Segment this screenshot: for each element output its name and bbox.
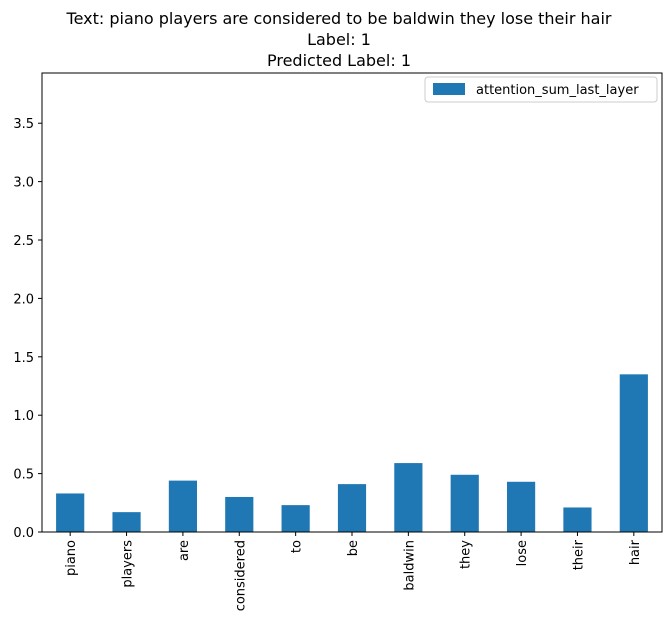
x-tick-label: they xyxy=(459,540,474,569)
x-axis: piano players are considered to be baldwin they… xyxy=(64,532,643,611)
bar-lose xyxy=(507,481,536,532)
x-tick-label: their xyxy=(571,539,586,570)
legend-box xyxy=(424,76,658,103)
plot-frame xyxy=(41,72,663,533)
y-tick-label: 3.0 xyxy=(13,176,34,191)
y-tick-label: 1.0 xyxy=(13,409,34,424)
x-tick-label: considered xyxy=(233,540,248,611)
y-axis: 0.0 0.5 1.0 1.5 2.0 2.5 3.0 3.5 xyxy=(13,117,42,541)
x-tick-label: to xyxy=(290,540,305,553)
legend-label: attention_sum_last_layer xyxy=(476,83,639,98)
y-tick-label: 3.5 xyxy=(13,117,34,132)
y-tick-label: 0.0 xyxy=(13,526,34,541)
legend-swatch xyxy=(433,83,465,95)
bar-baldwin xyxy=(394,463,423,532)
title-line-predicted-label: Predicted Label: 1 xyxy=(267,51,411,70)
y-tick-label: 2.0 xyxy=(13,292,34,307)
x-tick-label: are xyxy=(177,540,192,561)
x-tick-label: be xyxy=(346,540,361,556)
title-line-text: Text: piano players are considered to be… xyxy=(66,9,612,28)
bar-piano xyxy=(56,493,85,532)
bar-are xyxy=(168,480,197,532)
legend: attention_sum_last_layer xyxy=(424,76,658,103)
bar-be xyxy=(337,484,367,532)
bars xyxy=(56,374,648,532)
title-line-label: Label: 1 xyxy=(307,30,371,49)
x-tick-label: piano xyxy=(64,540,79,576)
y-tick-label: 0.5 xyxy=(13,468,34,483)
x-tick-label: hair xyxy=(628,539,643,565)
y-tick-label: 2.5 xyxy=(13,234,34,249)
x-tick-label: players xyxy=(121,540,136,588)
bar-their xyxy=(563,507,592,532)
bar-to xyxy=(281,505,310,532)
bar-players xyxy=(112,512,141,532)
bar-considered xyxy=(225,496,254,532)
bar-they xyxy=(450,474,479,532)
bar-hair xyxy=(619,374,648,532)
y-tick-label: 1.5 xyxy=(13,351,34,366)
x-tick-label: baldwin xyxy=(402,540,417,591)
x-tick-label: lose xyxy=(515,540,530,566)
chart-title: Text: piano players are considered to be… xyxy=(66,9,612,70)
